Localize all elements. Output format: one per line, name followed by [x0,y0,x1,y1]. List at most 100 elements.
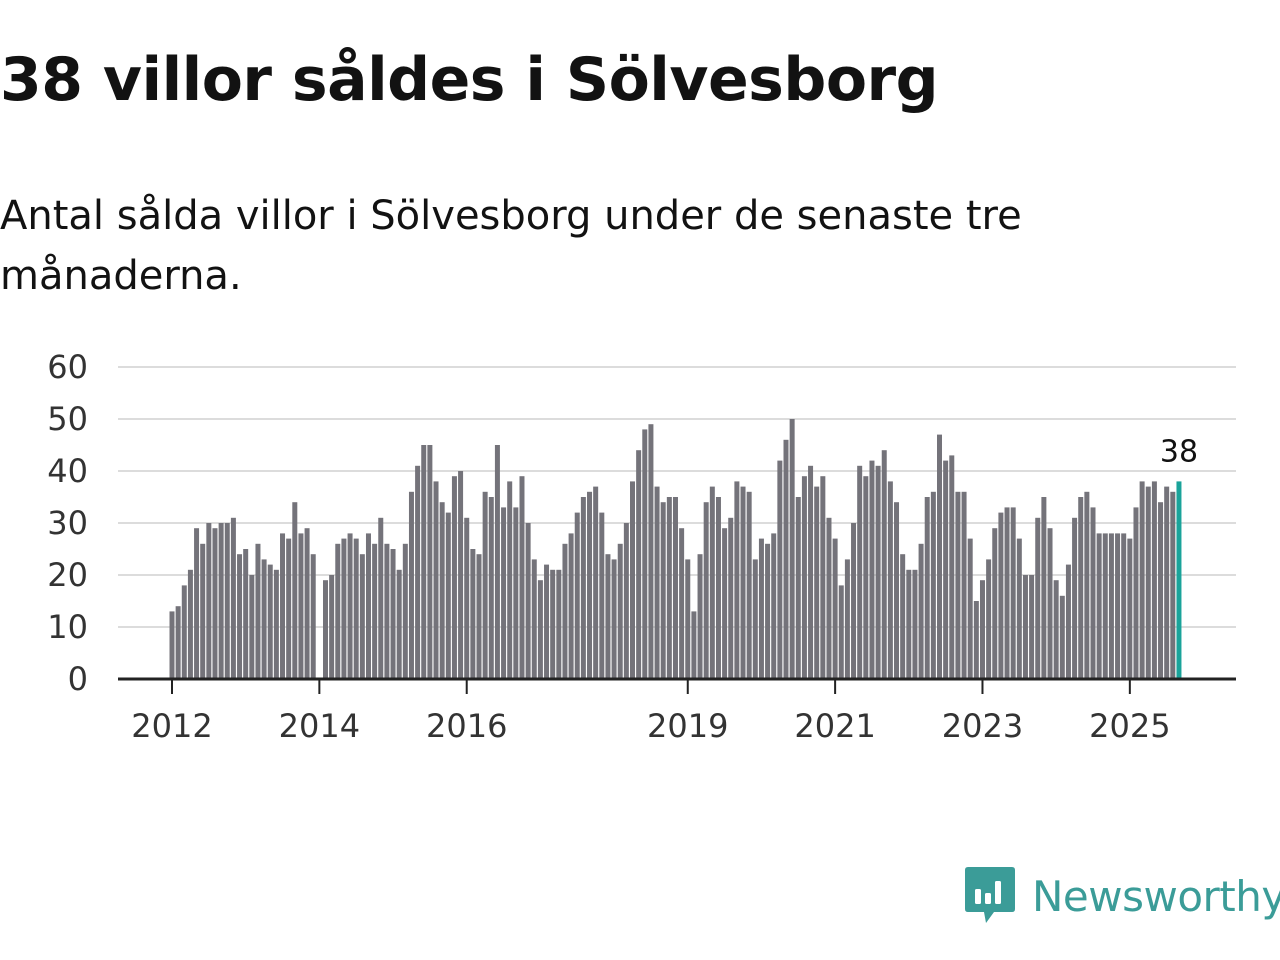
bar [814,486,820,679]
bar [464,517,470,679]
bar [568,533,574,679]
bar [574,512,580,679]
bar [255,543,261,679]
bar [1145,486,1151,679]
bar [715,497,721,679]
bar [550,569,556,679]
bar [1065,564,1071,679]
bar [353,538,359,679]
bar [384,543,390,679]
bar [280,533,286,679]
bar [513,507,519,679]
bar [783,439,789,679]
bar [531,559,537,679]
bar [243,549,249,679]
bar [642,429,648,679]
bar [482,491,488,679]
bar [703,502,709,679]
bar [1047,528,1053,679]
x-tick-label: 2016 [426,707,507,745]
bar [623,523,629,679]
bar [777,460,783,679]
bar [335,543,341,679]
bar [273,569,279,679]
bar [593,486,599,679]
bar [323,580,328,679]
bar [955,491,961,679]
bar [1059,595,1065,679]
bar [1158,502,1164,679]
bar [206,523,212,679]
bar [679,528,685,679]
bar [611,559,617,679]
y-tick-label: 40 [47,452,88,490]
bar [605,554,611,679]
bar [1078,497,1084,679]
x-tick-label: 2012 [131,707,212,745]
x-tick-label: 2014 [279,707,360,745]
bar [1127,538,1133,679]
x-tick-label: 2025 [1089,707,1170,745]
bar [863,476,869,679]
bar [740,486,746,679]
bar [1022,575,1028,679]
bar [697,554,703,679]
bar [286,538,292,679]
bar [396,569,402,679]
bar [986,559,992,679]
bar [758,538,764,679]
bar [691,611,697,679]
bar [752,559,758,679]
bar [501,507,507,679]
bar [1084,491,1090,679]
bar [685,559,691,679]
bar [1151,481,1157,679]
bar [746,491,752,679]
bar [795,497,801,679]
bar [187,569,193,679]
bar [402,543,408,679]
bar [979,580,985,679]
bar [1164,486,1170,679]
bar [654,486,660,679]
bar [298,533,304,679]
bar [789,419,795,679]
bar [310,554,316,679]
bar [949,455,955,679]
bar [1004,507,1010,679]
bar [832,538,838,679]
y-tick-label: 20 [47,556,88,594]
bar [359,554,365,679]
y-tick-label: 0 [68,660,88,698]
bar [636,450,642,679]
bar [433,481,439,679]
bar [900,554,906,679]
bar [924,497,930,679]
bar [525,523,531,679]
bar [587,491,593,679]
bar [875,465,881,679]
bar [820,476,826,679]
bar [771,533,777,679]
bar [476,554,482,679]
bar [881,450,887,679]
bar [1096,533,1102,679]
bar [617,543,623,679]
bar [175,606,181,679]
bar [249,575,255,679]
bar [599,512,605,679]
bar [445,512,451,679]
bar [765,543,771,679]
bar [998,512,1004,679]
bar [967,538,973,679]
bar [329,575,335,679]
brand-name: Newsworthy [1032,871,1280,921]
bar [470,549,476,679]
bar [648,424,654,679]
bar [556,569,562,679]
bar [906,569,912,679]
page-title: 38 villor såldes i Sölvesborg [0,45,939,115]
bar [1016,538,1022,679]
bar [1139,481,1145,679]
bar [1170,491,1176,679]
